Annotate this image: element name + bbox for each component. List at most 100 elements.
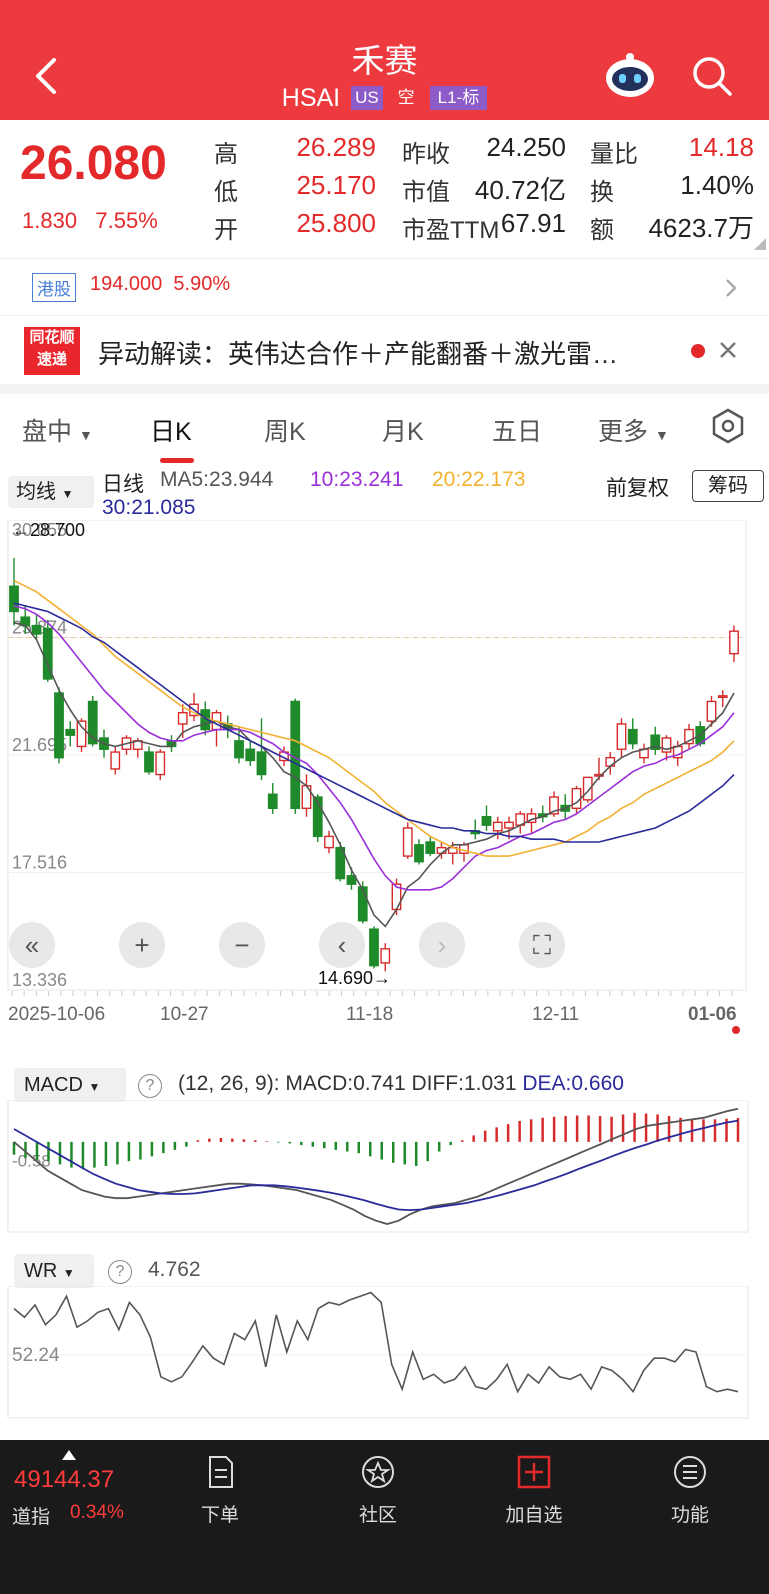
- index-pct: 0.34%: [70, 1502, 124, 1523]
- help-icon[interactable]: ?: [138, 1074, 162, 1098]
- tab-more[interactable]: 更多 ▼: [598, 418, 669, 446]
- news-logo-top: 同花顺: [29, 329, 75, 346]
- x-tick-label: 11-18: [346, 1004, 393, 1025]
- fullscreen-icon[interactable]: ⛶: [519, 922, 565, 968]
- ma20-label: 20:22.173: [432, 468, 526, 491]
- wr-selector[interactable]: WR ▼: [14, 1254, 94, 1288]
- candle: [324, 835, 334, 849]
- wr-chart[interactable]: 52.24: [0, 1286, 769, 1422]
- zoom-out-icon[interactable]: −: [219, 922, 265, 968]
- candle: [582, 776, 593, 801]
- candle: [87, 700, 98, 745]
- hk-badge: 港股: [32, 273, 76, 302]
- order-button[interactable]: 下单: [170, 1440, 270, 1527]
- candle: [76, 720, 87, 748]
- pe-label: 市盈TTM: [402, 217, 500, 244]
- amount-value: 4623.7万: [648, 213, 754, 243]
- robot-assistant-icon[interactable]: [604, 52, 656, 98]
- add-watchlist-label: 加自选: [505, 1505, 563, 1526]
- community-button[interactable]: 社区: [328, 1440, 428, 1527]
- news-banner[interactable]: 同花顺 速递 异动解读：英伟达合作＋产能翻番＋激光雷…: [0, 316, 769, 384]
- tab-more-label: 更多: [598, 418, 649, 446]
- close-icon[interactable]: [718, 340, 738, 360]
- candle: [110, 751, 121, 770]
- zoom-in-icon[interactable]: +: [119, 922, 165, 968]
- candlestick-chart[interactable]: 30.05525.87421.69517.51613.336←28.70014.…: [0, 520, 769, 1060]
- short-badge: 空: [397, 88, 415, 107]
- settings-icon[interactable]: [710, 408, 746, 444]
- amount-label: 额: [590, 217, 614, 244]
- x-tick-label: 2025-10-06: [8, 1004, 105, 1025]
- hk-pct: 5.90%: [173, 273, 231, 295]
- candle: [346, 875, 357, 885]
- next-icon[interactable]: ›: [419, 922, 465, 968]
- prev-icon[interactable]: ‹: [319, 922, 365, 968]
- hk-price: 194.000: [90, 273, 163, 295]
- adjust-label[interactable]: 前复权: [606, 477, 669, 500]
- expand-corner-icon[interactable]: [754, 238, 766, 250]
- candle: [369, 928, 379, 967]
- candle: [481, 816, 492, 826]
- latest-marker: [732, 1026, 740, 1034]
- control-button-bg: [419, 922, 465, 968]
- high-label: 高: [214, 141, 238, 168]
- up-arrow-icon: [62, 1450, 76, 1460]
- ma-selector[interactable]: 均线 ▼: [8, 476, 94, 508]
- wr-selector-label: WR: [24, 1260, 58, 1282]
- candle: [234, 740, 244, 759]
- ma20-line: [13, 579, 735, 857]
- hk-listing-row[interactable]: 港股 194.000 5.90%: [0, 258, 769, 316]
- fast-back-icon[interactable]: «: [9, 922, 55, 968]
- y-tick-label: 21.695: [12, 735, 67, 755]
- x-tick-label: 10-27: [160, 1004, 209, 1025]
- wr-value: 4.762: [148, 1258, 201, 1281]
- ma10-line: [13, 605, 735, 891]
- tab-weekly-k[interactable]: 周K: [264, 418, 306, 446]
- x-tick-label: 12-11: [532, 1004, 579, 1025]
- candle: [357, 886, 368, 922]
- open-label: 开: [214, 217, 238, 244]
- chip-button[interactable]: 筹码: [692, 470, 764, 502]
- control-button-bg: [519, 922, 565, 968]
- control-glyph: ›: [438, 930, 447, 960]
- candle: [594, 773, 604, 777]
- tab-intraday[interactable]: 盘中 ▼: [22, 418, 93, 446]
- candle: [684, 728, 694, 745]
- diff-value: DIFF:1.031: [411, 1072, 517, 1095]
- candle: [9, 585, 19, 613]
- tab-monthly-k[interactable]: 月K: [382, 418, 424, 446]
- function-button[interactable]: 功能: [640, 1440, 740, 1527]
- candle: [549, 796, 559, 815]
- candle: [335, 846, 346, 880]
- y-tick-label: 17.516: [12, 852, 67, 872]
- top-bar: 禾赛 HSAI US 空 L1-标: [0, 0, 769, 120]
- news-logo-bottom: 速递: [36, 351, 67, 368]
- tab-five-day[interactable]: 五日: [492, 418, 543, 446]
- add-watchlist-button[interactable]: 加自选: [484, 1440, 584, 1527]
- tab-daily-k[interactable]: 日K: [150, 418, 192, 446]
- level-badge[interactable]: L1-标: [429, 86, 488, 110]
- candle: [256, 751, 267, 776]
- chevron-right-icon: [726, 279, 737, 297]
- back-icon[interactable]: [28, 54, 68, 98]
- control-button-bg: [319, 922, 365, 968]
- control-button-bg: [9, 922, 55, 968]
- section-divider: [0, 384, 769, 394]
- hk-quote: 194.000 5.90%: [90, 273, 230, 296]
- market-badge: US: [351, 86, 383, 110]
- bottom-toolbar: 49144.37 道指 0.34% 下单 社区 加自选 功能: [0, 1440, 769, 1594]
- news-headline[interactable]: 异动解读：英伟达合作＋产能翻番＋激光雷…: [98, 339, 619, 369]
- index-value[interactable]: 49144.37: [14, 1466, 115, 1493]
- macd-params: (12, 26, 9): MACD:0.741 DIFF:1.031 DEA:0…: [178, 1072, 624, 1096]
- macd-chart[interactable]: -0.58: [0, 1100, 769, 1236]
- search-icon[interactable]: [690, 54, 734, 98]
- control-button-bg: [219, 922, 265, 968]
- ma-selector-label: 均线: [16, 481, 56, 503]
- news-logo: 同花顺 速递: [24, 327, 80, 375]
- macd-selector[interactable]: MACD ▼: [14, 1068, 126, 1102]
- help-icon[interactable]: ?: [108, 1260, 132, 1284]
- wr-line: [13, 1291, 739, 1394]
- control-button-bg: [119, 922, 165, 968]
- ticker: HSAI: [281, 84, 341, 112]
- candle: [661, 737, 672, 753]
